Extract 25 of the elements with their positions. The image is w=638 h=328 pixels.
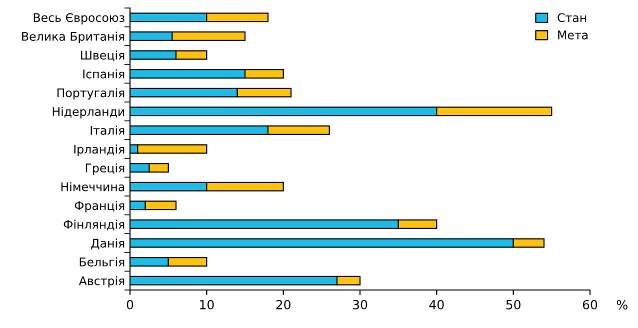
x-tick-label: 20 bbox=[276, 300, 290, 310]
y-tick-label: Іспанія bbox=[83, 69, 124, 78]
legend-label: Стан bbox=[558, 13, 586, 22]
y-tick-label: Німеччина bbox=[61, 182, 124, 192]
y-tick-label: Франція bbox=[74, 200, 124, 212]
y-tick-label: Австрія bbox=[78, 276, 124, 288]
y-tick-label: Бельгія bbox=[80, 257, 124, 266]
x-tick-label: 10 bbox=[200, 300, 214, 310]
legend-label: Мета bbox=[558, 30, 588, 40]
x-tick-label: 30 bbox=[353, 300, 368, 310]
x-tick-label: 0 bbox=[126, 300, 134, 310]
y-tick-label: Греція bbox=[86, 163, 124, 175]
y-tick-label: Італія bbox=[90, 126, 124, 135]
y-tick-label: Фінляндія bbox=[64, 220, 124, 230]
y-tick-label: Португалія bbox=[57, 88, 124, 100]
y-tick-label: Нідерланди bbox=[52, 106, 124, 118]
y-tick-label: Весь Євросоюз bbox=[34, 13, 124, 24]
y-tick-label: Данія bbox=[91, 238, 124, 250]
x-tick-label: 50 bbox=[506, 300, 520, 310]
x-axis-title: % bbox=[616, 300, 628, 310]
y-tick-label: Ірландія bbox=[74, 144, 124, 156]
x-tick-label: 60 bbox=[582, 300, 598, 310]
y-tick-label: Швеція bbox=[81, 50, 124, 62]
x-tick-label: 40 bbox=[429, 300, 444, 310]
y-tick-label: Велика Британія bbox=[22, 32, 124, 44]
